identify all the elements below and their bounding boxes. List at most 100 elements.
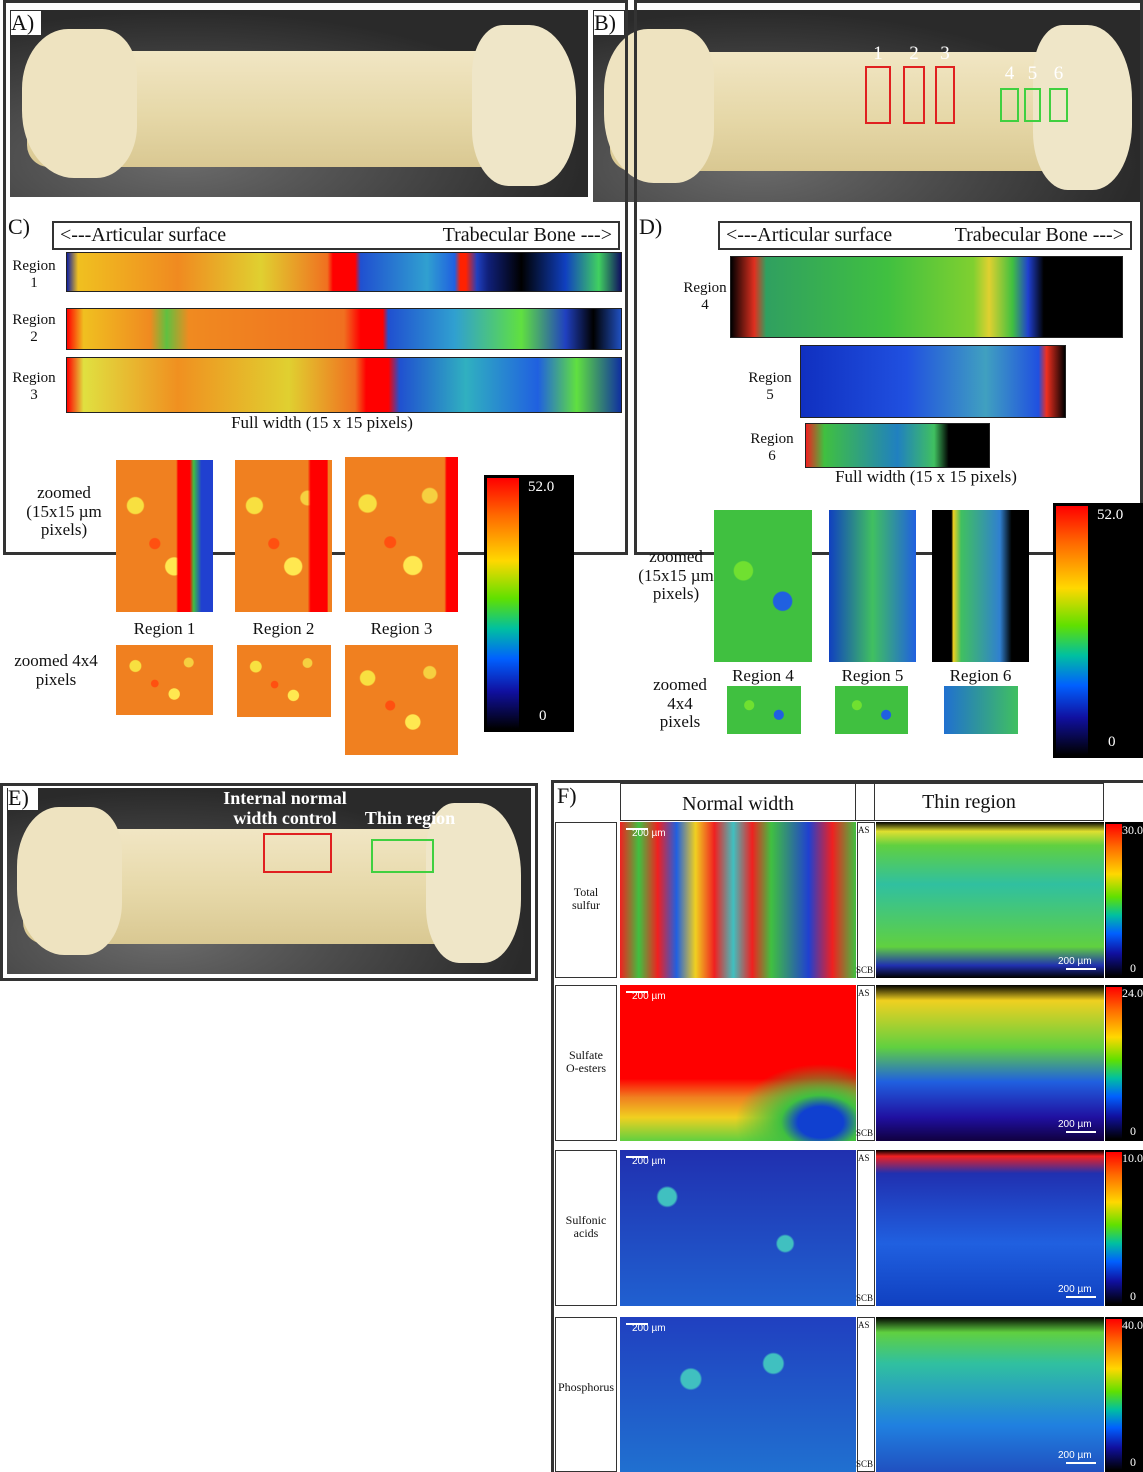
region-label: Internal normal width control: [200, 789, 370, 829]
scale-bar-label: 200 µm: [632, 828, 692, 839]
column-header: Thin region: [874, 791, 1064, 813]
caption: Full width (15 x 15 pixels): [810, 468, 1042, 487]
region-box: [371, 839, 434, 873]
region-label: Region 3: [8, 370, 60, 403]
full-width-map: [800, 345, 1066, 418]
row-label: Sulfate O-esters: [555, 1049, 617, 1075]
zoomed-4x4-map: [345, 645, 458, 755]
figure: A)B)123456C)<---Articular surfaceTrabecu…: [0, 0, 1143, 1472]
header-right: Trabecular Bone --->: [336, 224, 612, 246]
region-box: [263, 833, 332, 873]
region-label: Region 6: [742, 431, 802, 464]
region-label: Region 4: [675, 280, 735, 313]
colorbar-min: 0: [1130, 1290, 1143, 1303]
scb-marker: SCB: [856, 966, 876, 976]
region-label: Thin region: [350, 809, 470, 829]
scale-bar-label: 200 µm: [632, 1156, 692, 1167]
zoomed-4x4-map: [116, 645, 213, 715]
zoomed-4x4-label: zoomed 4x4 pixels: [640, 676, 720, 732]
zoom-caption: Region 2: [225, 620, 342, 639]
scale-bar: [1066, 1296, 1096, 1298]
colorbar-gradient: [487, 478, 519, 729]
colorbar-max: 30.0: [1122, 824, 1143, 837]
zoomed-4x4-map: [835, 686, 908, 734]
full-width-map: [66, 357, 622, 413]
caption: Full width (15 x 15 pixels): [66, 414, 578, 433]
as-marker: AS: [858, 989, 876, 999]
marker-strip: [857, 822, 875, 978]
colorbar-gradient: [1106, 1152, 1122, 1304]
panel-label: F): [557, 784, 591, 808]
scale-bar-label: 200 µm: [632, 1323, 692, 1334]
scale-bar-label: 200 µm: [632, 991, 692, 1002]
zoom-caption: Region 5: [819, 667, 926, 686]
region-label: Region 2: [8, 312, 60, 345]
header-cell: [855, 783, 875, 821]
full-width-map: [66, 308, 622, 350]
normal-width-map: [620, 985, 856, 1141]
scale-bar: [1066, 1131, 1096, 1133]
colorbar-max: 24.0: [1122, 987, 1143, 1000]
colorbar-max: 40.0: [1122, 1319, 1143, 1332]
column-header: Normal width: [620, 793, 856, 815]
colorbar-gradient: [1106, 1319, 1122, 1470]
full-width-map: [66, 252, 622, 292]
panel-label: D): [639, 215, 673, 239]
bone-end: [17, 807, 122, 956]
colorbar-gradient: [1056, 506, 1088, 755]
colorbar-min: 0: [1130, 1456, 1143, 1469]
zoomed-map: [345, 457, 458, 612]
colorbar-min: 0: [1130, 962, 1143, 975]
header-left: <---Articular surface: [60, 224, 344, 246]
row-label: Sulfonic acids: [555, 1214, 617, 1240]
colorbar-min: 0: [1130, 1125, 1143, 1138]
colorbar-min: 0: [1108, 734, 1138, 751]
panel-label: C): [8, 215, 42, 239]
zoomed-map: [932, 510, 1029, 662]
zoomed-4x4-label: zoomed 4x4 pixels: [6, 652, 106, 689]
zoom-caption: Region 4: [704, 667, 822, 686]
full-width-map: [805, 423, 990, 468]
marker-strip: [857, 1317, 875, 1472]
scb-marker: SCB: [856, 1129, 876, 1139]
zoomed-label: zoomed (15x15 µm pixels): [636, 548, 716, 604]
normal-width-map: [620, 822, 856, 978]
header-right: Trabecular Bone --->: [925, 224, 1124, 246]
zoomed-4x4-map: [944, 686, 1018, 734]
panel-label: E): [8, 786, 38, 810]
thin-region-map: [876, 1150, 1104, 1306]
thin-region-map: [876, 1317, 1104, 1472]
colorbar-gradient: [1106, 987, 1122, 1139]
normal-width-map: [620, 1317, 856, 1472]
zoom-caption: Region 6: [922, 667, 1039, 686]
header-left: <---Articular surface: [726, 224, 933, 246]
zoomed-label: zoomed (15x15 µm pixels): [12, 484, 116, 540]
zoomed-map: [235, 460, 332, 612]
scb-marker: SCB: [856, 1460, 876, 1470]
region-label: Region 1: [8, 258, 60, 291]
normal-width-map: [620, 1150, 856, 1306]
as-marker: AS: [858, 1154, 876, 1164]
zoom-caption: Region 1: [106, 620, 223, 639]
marker-strip: [857, 985, 875, 1141]
zoom-caption: Region 3: [335, 620, 468, 639]
as-marker: AS: [858, 826, 876, 836]
row-label: Phosphorus: [555, 1381, 617, 1394]
colorbar-max: 52.0: [528, 479, 568, 496]
scale-bar: [1066, 1462, 1096, 1464]
thin-region-map: [876, 985, 1104, 1141]
full-width-map: [730, 256, 1123, 338]
zoomed-4x4-map: [727, 686, 801, 734]
thin-region-map: [876, 822, 1104, 978]
zoomed-map: [714, 510, 812, 662]
colorbar-min: 0: [539, 708, 569, 725]
colorbar-max: 52.0: [1097, 507, 1137, 524]
zoomed-map: [829, 510, 916, 662]
zoomed-4x4-map: [237, 645, 331, 717]
marker-strip: [857, 1150, 875, 1306]
colorbar-max: 10.0: [1122, 1152, 1143, 1165]
region-label: Region 5: [738, 370, 802, 403]
scb-marker: SCB: [856, 1294, 876, 1304]
row-label-cell: [555, 1317, 617, 1472]
as-marker: AS: [858, 1321, 876, 1331]
